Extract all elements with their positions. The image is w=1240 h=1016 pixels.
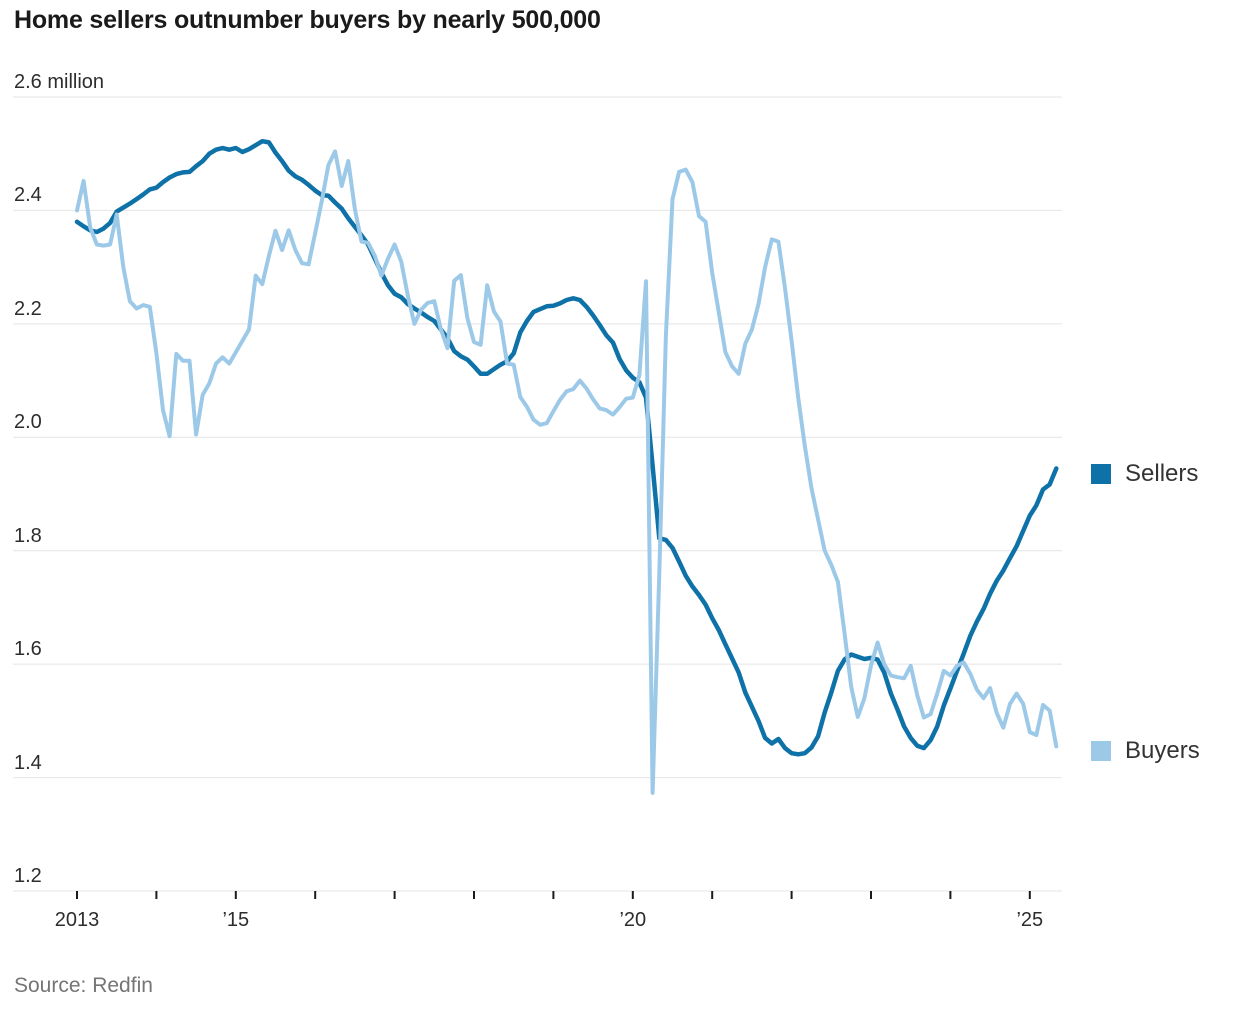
chart-title: Home sellers outnumber buyers by nearly … (14, 6, 601, 34)
buyers-line (75, 149, 1059, 795)
source-note: Source: Redfin (14, 974, 153, 997)
y-axis-label: 2.6 million (14, 71, 105, 93)
legend-item-buyers: Buyers (1091, 737, 1200, 765)
y-axis-label: 2.4 (14, 184, 42, 207)
legend-label-buyers: Buyers (1125, 737, 1200, 764)
y-axis-label: 2.0 (14, 411, 42, 434)
sellers-swatch (1091, 464, 1111, 484)
x-axis-label: ’25 (1016, 909, 1044, 931)
x-axis-label: ’15 (222, 909, 250, 931)
x-axis-label: ’20 (619, 909, 647, 931)
y-axis-label: 2.2 (14, 297, 42, 320)
legend-label-sellers: Sellers (1125, 460, 1199, 487)
y-axis-label: 1.8 (14, 524, 42, 547)
buyers-swatch (1091, 741, 1111, 761)
sellers-line (74, 138, 1059, 757)
x-axis-label: 2013 (54, 909, 100, 931)
y-axis-label: 1.6 (14, 638, 42, 661)
legend-item-sellers: Sellers (1091, 460, 1198, 488)
y-axis-label: 1.4 (14, 751, 42, 774)
y-axis-label: 1.2 (14, 865, 42, 887)
